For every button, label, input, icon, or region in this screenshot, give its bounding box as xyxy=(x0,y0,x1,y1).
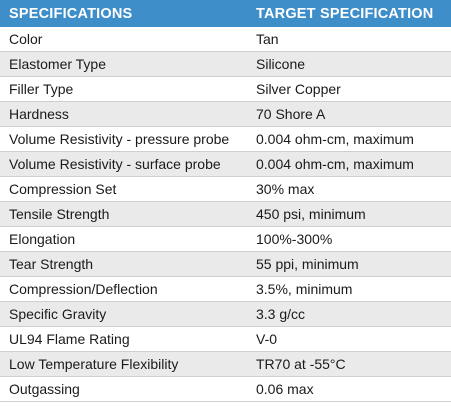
spec-value: 3.5%, minimum xyxy=(251,276,451,302)
spec-name: Elongation xyxy=(0,226,251,252)
spec-value: V-0 xyxy=(251,326,451,352)
table-body: Color Tan Elastomer Type Silicone Filler… xyxy=(0,27,451,402)
header-row: SPECIFICATIONS TARGET SPECIFICATION xyxy=(0,0,451,27)
spec-value: 0.004 ohm-cm, maximum xyxy=(251,126,451,152)
spec-value: 30% max xyxy=(251,176,451,202)
spec-name: Hardness xyxy=(0,101,251,127)
table-header: SPECIFICATIONS TARGET SPECIFICATION xyxy=(0,0,451,27)
table-row: Specific Gravity 3.3 g/cc xyxy=(0,301,451,327)
spec-value: 0.06 max xyxy=(251,376,451,402)
specifications-table: SPECIFICATIONS TARGET SPECIFICATION Colo… xyxy=(0,0,451,402)
spec-name: Tear Strength xyxy=(0,251,251,277)
table-row: Hardness 70 Shore A xyxy=(0,101,451,127)
table-row: Elongation 100%-300% xyxy=(0,226,451,252)
table-row: Filler Type Silver Copper xyxy=(0,76,451,102)
spec-value: 3.3 g/cc xyxy=(251,301,451,327)
table-row: Volume Resistivity - surface probe 0.004… xyxy=(0,151,451,177)
header-specifications: SPECIFICATIONS xyxy=(0,0,251,27)
table-row: Color Tan xyxy=(0,27,451,52)
header-target-specification: TARGET SPECIFICATION xyxy=(251,0,451,27)
spec-name: Elastomer Type xyxy=(0,51,251,77)
spec-value: 100%-300% xyxy=(251,226,451,252)
spec-name: Compression Set xyxy=(0,176,251,202)
spec-name: Volume Resistivity - pressure probe xyxy=(0,126,251,152)
table-row: Outgassing 0.06 max xyxy=(0,376,451,402)
table-row: Elastomer Type Silicone xyxy=(0,51,451,77)
spec-name: Volume Resistivity - surface probe xyxy=(0,151,251,177)
spec-value: 0.004 ohm-cm, maximum xyxy=(251,151,451,177)
table-row: Compression Set 30% max xyxy=(0,176,451,202)
spec-value: Silver Copper xyxy=(251,76,451,102)
spec-name: Color xyxy=(0,27,251,52)
spec-name: Specific Gravity xyxy=(0,301,251,327)
table-row: Compression/Deflection 3.5%, minimum xyxy=(0,276,451,302)
spec-name: Compression/Deflection xyxy=(0,276,251,302)
spec-value: Tan xyxy=(251,27,451,52)
spec-name: Tensile Strength xyxy=(0,201,251,227)
spec-name: UL94 Flame Rating xyxy=(0,326,251,352)
table-row: Low Temperature Flexibility TR70 at -55°… xyxy=(0,351,451,377)
spec-name: Filler Type xyxy=(0,76,251,102)
table-row: Tensile Strength 450 psi, minimum xyxy=(0,201,451,227)
table-row: UL94 Flame Rating V-0 xyxy=(0,326,451,352)
spec-value: 55 ppi, minimum xyxy=(251,251,451,277)
spec-name: Outgassing xyxy=(0,376,251,402)
table-row: Tear Strength 55 ppi, minimum xyxy=(0,251,451,277)
spec-name: Low Temperature Flexibility xyxy=(0,351,251,377)
table-row: Volume Resistivity - pressure probe 0.00… xyxy=(0,126,451,152)
spec-value: 450 psi, minimum xyxy=(251,201,451,227)
spec-value: Silicone xyxy=(251,51,451,77)
spec-value: 70 Shore A xyxy=(251,101,451,127)
spec-value: TR70 at -55°C xyxy=(251,351,451,377)
